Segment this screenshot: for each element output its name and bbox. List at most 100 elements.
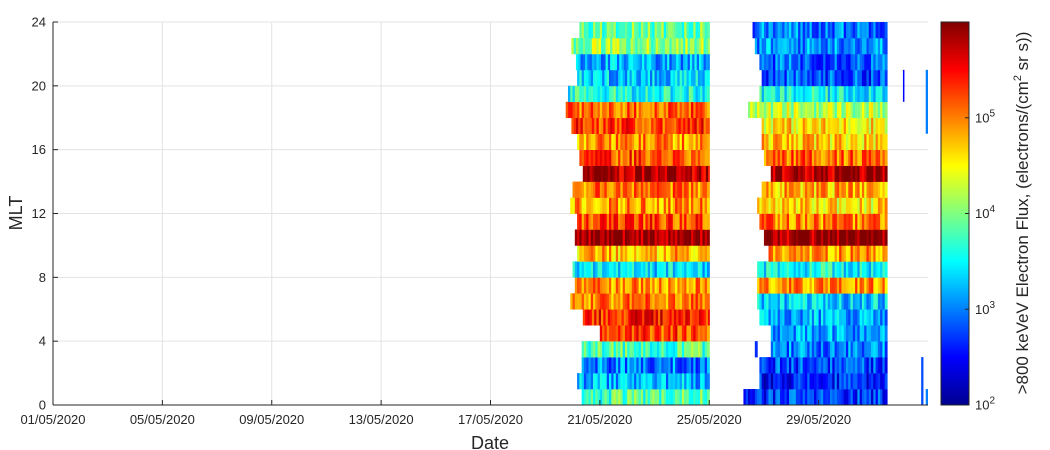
- flux-cell: [590, 149, 594, 166]
- flux-cell: [610, 37, 614, 55]
- flux-cell: [611, 197, 615, 214]
- flux-cell: [599, 213, 603, 230]
- flux-cell: [873, 133, 877, 150]
- flux-cell: [578, 37, 582, 55]
- flux-cell: [652, 245, 656, 262]
- flux-cell: [855, 309, 858, 326]
- flux-cell: [807, 101, 811, 119]
- flux-cell: [882, 69, 886, 87]
- flux-cell: [868, 277, 872, 294]
- flux-cell: [816, 389, 820, 405]
- flux-cell: [636, 85, 640, 103]
- flux-cell: [816, 325, 820, 342]
- flux-cell: [643, 181, 647, 198]
- flux-cell: [875, 181, 879, 198]
- flux-cell: [605, 37, 609, 55]
- flux-cell: [704, 69, 708, 87]
- flux-cell: [800, 22, 804, 39]
- flux-cell: [775, 53, 779, 71]
- flux-cell: [704, 373, 708, 390]
- flux-cell: [882, 373, 886, 390]
- flux-cell: [861, 149, 865, 166]
- flux-cell: [670, 261, 674, 278]
- flux-cell: [684, 133, 688, 150]
- flux-cell: [618, 357, 621, 374]
- flux-cell: [652, 69, 656, 87]
- flux-cell: [638, 245, 642, 262]
- flux-cell: [841, 325, 845, 342]
- flux-cell: [875, 22, 879, 39]
- flux-cell: [818, 53, 822, 71]
- flux-cell: [650, 389, 653, 405]
- flux-cell: [800, 165, 804, 182]
- flux-cell: [678, 165, 682, 182]
- flux-cell: [871, 229, 874, 246]
- flux-cell: [763, 117, 767, 135]
- flux-cell: [665, 181, 669, 198]
- flux-cell: [684, 213, 688, 230]
- flux-cell: [877, 197, 881, 214]
- flux-cell: [660, 37, 664, 55]
- flux-cell: [610, 117, 614, 135]
- flux-cell: [861, 165, 865, 182]
- flux-cell: [843, 341, 847, 358]
- flux-cell: [809, 325, 813, 342]
- flux-cell: [693, 229, 697, 246]
- flux-cell: [834, 341, 838, 358]
- flux-cell: [624, 69, 628, 87]
- flux-cell: [652, 213, 656, 230]
- flux-cell: [692, 53, 696, 71]
- flux-cell: [608, 181, 612, 198]
- flux-cell: [839, 245, 843, 262]
- flux-cell: [606, 22, 610, 39]
- flux-cell: [884, 325, 888, 342]
- flux-cell: [843, 101, 847, 119]
- flux-cell: [593, 261, 596, 278]
- flux-cell: [593, 389, 596, 405]
- flux-cell: [770, 229, 774, 246]
- flux-cell: [695, 389, 699, 405]
- flux-cell: [640, 325, 644, 342]
- flux-cell: [852, 117, 856, 135]
- flux-cell: [686, 389, 690, 405]
- flux-cell: [830, 165, 833, 182]
- flux-cell: [830, 149, 833, 166]
- flux-cell: [836, 165, 840, 182]
- flux-cell: [675, 149, 678, 166]
- flux-cell: [791, 37, 795, 55]
- flux-cell: [793, 325, 797, 342]
- flux-cell: [638, 22, 642, 39]
- flux-cell: [802, 133, 806, 150]
- flux-cell: [789, 101, 792, 119]
- flux-cell: [752, 101, 756, 119]
- flux-cell: [693, 245, 697, 262]
- flux-cell: [579, 293, 583, 310]
- flux-cell: [651, 53, 655, 71]
- flux-cell: [621, 117, 625, 135]
- flux-cell: [839, 53, 843, 71]
- flux-cell: [636, 245, 640, 262]
- flux-cell: [882, 293, 886, 310]
- flux-cell: [615, 149, 619, 166]
- flux-cell: [798, 37, 801, 55]
- flux-cell: [688, 389, 692, 405]
- flux-cell: [763, 53, 767, 71]
- flux-cell: [784, 53, 788, 71]
- flux-cell: [670, 245, 674, 262]
- flux-cell: [820, 213, 824, 230]
- flux-cell: [618, 213, 621, 230]
- flux-cell: [632, 117, 636, 135]
- flux-cell: [855, 357, 858, 374]
- flux-cell: [702, 133, 706, 150]
- flux-cell: [597, 133, 601, 150]
- flux-cell: [652, 22, 656, 39]
- flux-cell: [773, 341, 776, 358]
- flux-cell: [627, 181, 631, 198]
- flux-cell: [577, 213, 580, 230]
- flux-cell: [818, 149, 822, 166]
- flux-cell: [857, 85, 861, 103]
- flux-cell: [786, 245, 790, 262]
- flux-cell: [798, 309, 801, 326]
- flux-cell: [855, 245, 858, 262]
- flux-cell: [695, 197, 699, 214]
